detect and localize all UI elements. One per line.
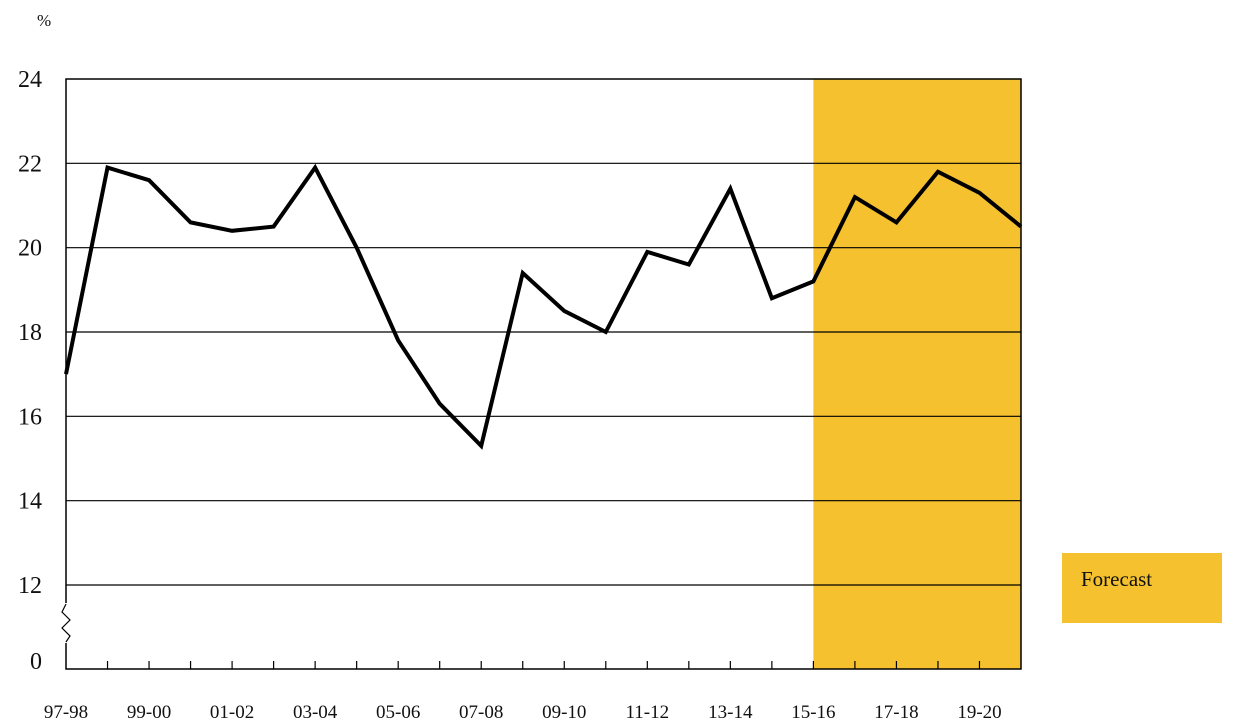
x-tick-label: 19-20 bbox=[957, 702, 1001, 723]
x-tick-label: 99-00 bbox=[127, 702, 171, 723]
x-tick-label: 07-08 bbox=[459, 702, 503, 723]
legend-forecast-label: Forecast bbox=[1081, 567, 1152, 591]
y-tick-label-zero: 0 bbox=[30, 649, 42, 675]
x-tick-label: 97-98 bbox=[44, 702, 88, 723]
y-tick-label: 16 bbox=[18, 404, 42, 430]
series-layer bbox=[64, 163, 1023, 450]
x-tick-label: 11-12 bbox=[625, 702, 669, 723]
y-tick-label: 18 bbox=[18, 320, 42, 346]
forecast-region bbox=[813, 79, 1021, 669]
axis-break-gap bbox=[63, 603, 69, 643]
legend: Forecast bbox=[1062, 553, 1222, 623]
x-tick-label: 09-10 bbox=[542, 702, 586, 723]
x-tick-label: 15-16 bbox=[791, 702, 835, 723]
gridlines bbox=[66, 162, 1021, 586]
x-tick-label: 01-02 bbox=[210, 702, 254, 723]
x-tick-label: 03-04 bbox=[293, 702, 338, 723]
y-tick-label: 22 bbox=[18, 151, 42, 177]
series-line bbox=[64, 163, 1023, 450]
x-tick-label: 05-06 bbox=[376, 702, 420, 723]
y-axis-ticks: 24 22 20 18 16 14 12 0 bbox=[18, 67, 42, 675]
y-tick-label: 24 bbox=[18, 67, 42, 93]
x-axis-ticks: 97-98 99-00 01-02 03-04 05-06 07-08 09-10 11-12… bbox=[44, 661, 1002, 723]
y-tick-label: 12 bbox=[18, 573, 42, 599]
x-tick-label: 13-14 bbox=[708, 702, 753, 723]
y-tick-label: 14 bbox=[18, 489, 42, 515]
y-tick-label: 20 bbox=[18, 236, 42, 262]
y-axis-unit-label: % bbox=[37, 11, 51, 30]
legend-forecast-swatch bbox=[1062, 553, 1222, 623]
axis-break-icon bbox=[61, 603, 71, 643]
x-tick-label: 17-18 bbox=[874, 702, 918, 723]
